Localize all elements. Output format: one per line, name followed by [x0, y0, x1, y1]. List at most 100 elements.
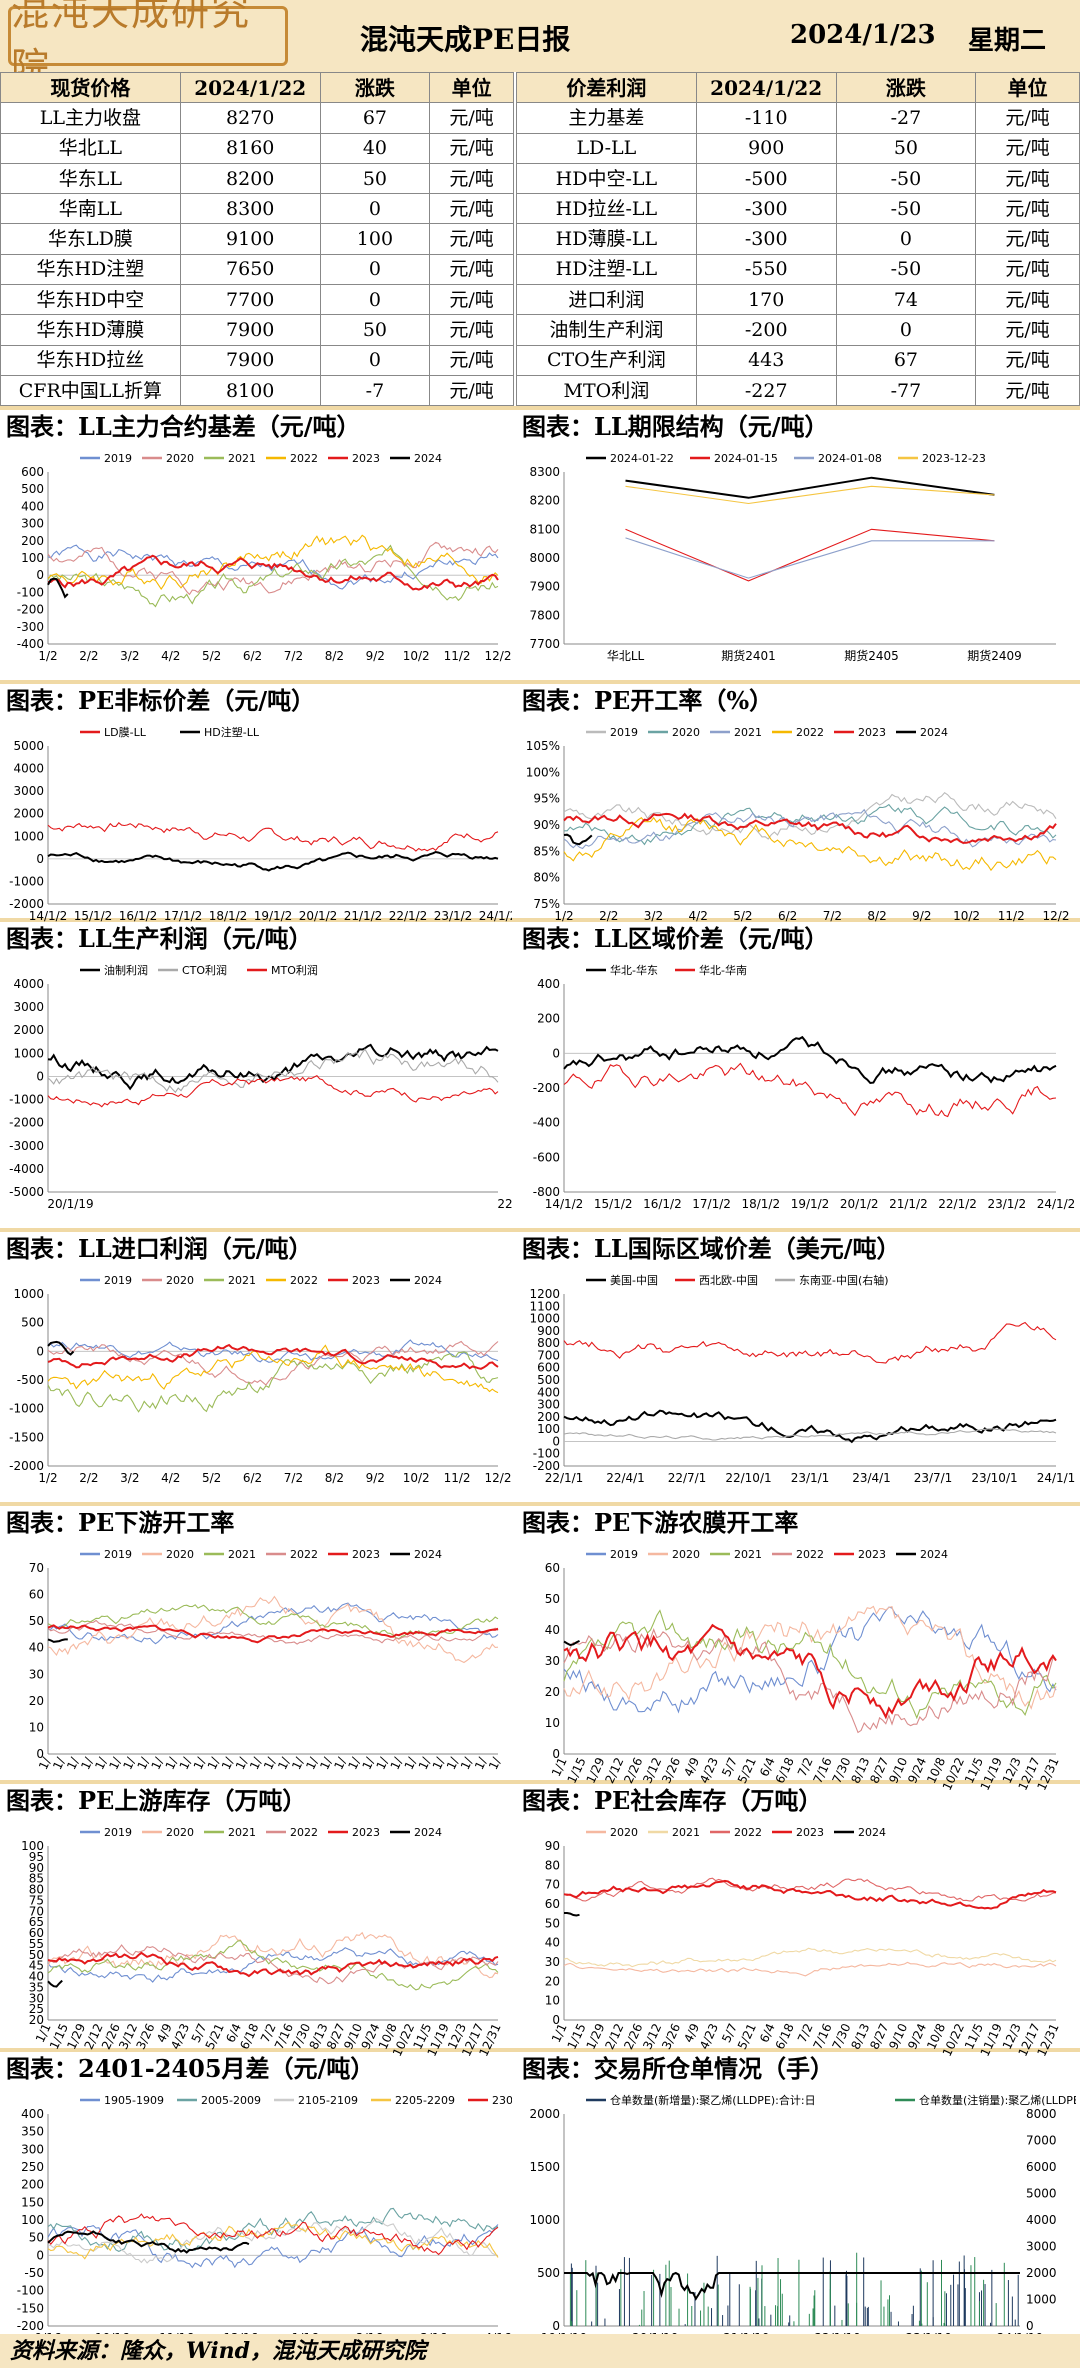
table-row: HD注塑-LL -550 -50 元/吨	[516, 253, 1080, 286]
table-cell: 67	[319, 102, 431, 134]
x-tick-label: 4/2	[689, 909, 708, 923]
x-tick-label: 22/10/1	[725, 1471, 771, 1485]
legend-item: 2023	[834, 726, 886, 739]
legend-item: 2020	[648, 726, 700, 739]
legend-item: 2019	[586, 1548, 638, 1561]
legend-label: 东南亚-中国(右轴)	[799, 1273, 889, 1287]
series-line	[47, 2213, 499, 2256]
x-tick-label: 1/2	[38, 649, 57, 663]
x-tick-label: 17/1/2	[164, 909, 203, 923]
y-tick-label: 8100	[529, 522, 560, 536]
legend-item: 华北-华东	[586, 963, 658, 977]
legend-label: 2023	[352, 1826, 380, 1839]
legend-label: 2024	[414, 1826, 442, 1839]
series-line	[47, 544, 499, 590]
table-header-cell: 现货价格	[0, 71, 181, 104]
legend-label: 2205-2209	[395, 2094, 455, 2107]
chart-c10: 2019 2020 2021 2022 2023 202460504030201001/1…	[545, 1548, 1062, 1790]
y-tick-label: 90%	[533, 818, 560, 832]
y-tick-label: 55	[29, 1937, 44, 1951]
series-line	[47, 1340, 75, 1356]
legend-item: 2019	[586, 726, 638, 739]
x-tick-label: 22/1/1	[545, 1471, 584, 1485]
legend-item: 2023	[834, 1548, 886, 1561]
y-tick-label: 30	[29, 1991, 44, 2005]
table-row: 华东HD注塑 7650 0 元/吨	[0, 253, 514, 286]
legend-item: 2019	[80, 1274, 132, 1287]
y-tick-label: 40	[29, 1641, 44, 1655]
legend-label: 2020	[166, 1548, 194, 1561]
x-tick-label: 22/7/1	[668, 1471, 707, 1485]
y2-tick-label: 3000	[1026, 2240, 1057, 2254]
series-line	[563, 1947, 1057, 1968]
x-tick-label: 19/1/2	[254, 909, 293, 923]
legend-item: 2024-01-08	[794, 452, 882, 465]
legend-label: CTO利润	[182, 963, 227, 977]
table-header-cell: 单位	[429, 71, 514, 104]
y-tick-label: 400	[537, 1385, 560, 1399]
y-tick-label: -200	[533, 1459, 560, 1473]
legend-label: 2021	[734, 1548, 762, 1561]
chart-title: 图表：PE上游库存（万吨）	[6, 1786, 307, 1815]
series-line	[47, 1624, 499, 1644]
series-line	[47, 1619, 499, 1645]
x-tick-label: 9/2	[366, 1471, 385, 1485]
y-tick-label: 95%	[533, 792, 560, 806]
chart-c13: 1905-1909 2005-2009 2105-2109 2205-2209 2305…	[17, 2094, 512, 2345]
series-line	[47, 1940, 499, 1991]
chart-title: 图表：PE非标价差（元/吨）	[6, 686, 316, 715]
series-line	[47, 554, 499, 591]
y-tick-label: 350	[21, 2125, 44, 2139]
x-tick-label: 4/23	[697, 1755, 721, 1785]
chart-c12: 2020 2021 2022 2023 202490807060504030201001…	[545, 1826, 1062, 2056]
table-cell: 元/吨	[975, 253, 1080, 286]
series-line	[47, 1979, 63, 1988]
series-line	[47, 1944, 499, 1985]
table-cell: 900	[695, 132, 837, 164]
legend-item: 2021	[710, 1548, 762, 1561]
table-cell: 华东HD拉丝	[0, 344, 181, 376]
y-tick-label: 0	[552, 1747, 560, 1761]
series-line	[47, 577, 69, 599]
series-line	[563, 1035, 1057, 1085]
y-tick-label: 1000	[13, 829, 44, 843]
series-line	[47, 822, 499, 852]
legend-label: 2020	[166, 1274, 194, 1287]
table-cell: 元/吨	[975, 193, 1080, 225]
report-weekday: 星期二	[968, 26, 1047, 56]
chart-axes: 7060504030201001/1/1/1/1/1/1/1/1/1/1/1/1…	[29, 1561, 504, 1772]
series-line	[564, 2271, 1020, 2301]
y-tick-label: 70	[29, 1561, 44, 1575]
x-tick-label: 期货2409	[967, 648, 1022, 663]
legend-label: 2024-01-08	[818, 452, 882, 465]
legend-item: 2022	[266, 1548, 318, 1561]
legend-label: 仓单数量(注销量):聚乙烯(LLDPE):合计:日	[919, 2093, 1076, 2107]
legend-item: 2021	[204, 1826, 256, 1839]
y-tick-label: 400	[21, 2107, 44, 2121]
series-line	[47, 1602, 499, 1645]
table-cell: 元/吨	[429, 102, 514, 134]
spread-profit-table: 价差利润 2024/1/22 涨跌 单位 主力基差 -110 -27 元/吨 LD-LL 900 5…	[516, 71, 1080, 407]
series-line	[563, 808, 1057, 850]
series-line	[47, 1343, 499, 1370]
y-tick-label: 40	[545, 1936, 560, 1950]
table-cell: 元/吨	[975, 374, 1080, 407]
table-cell: -110	[695, 102, 837, 134]
y-tick-label: 85%	[533, 844, 560, 858]
x-tick-label: 18/1/2	[741, 1197, 780, 1211]
y-tick-label: 60	[545, 1561, 560, 1575]
y-tick-label: -2000	[9, 1459, 44, 1473]
y-tick-label: -400	[17, 637, 44, 651]
y-tick-label: 50	[545, 1916, 560, 1930]
table-cell: 8200	[179, 162, 321, 195]
legend-label: 2024	[414, 1548, 442, 1561]
y-tick-label: -200	[533, 1081, 560, 1095]
series-line	[563, 1409, 1057, 1444]
table-row: 华南LL 8300 0 元/吨	[0, 193, 514, 225]
y-tick-label: 150	[21, 2195, 44, 2209]
chart-title: 图表：PE下游农膜开工率	[522, 1508, 799, 1537]
table-cell: 进口利润	[516, 284, 697, 316]
chart-title: 图表：LL区域价差（元/吨）	[522, 924, 829, 953]
y-tick-label: 30	[29, 1667, 44, 1681]
